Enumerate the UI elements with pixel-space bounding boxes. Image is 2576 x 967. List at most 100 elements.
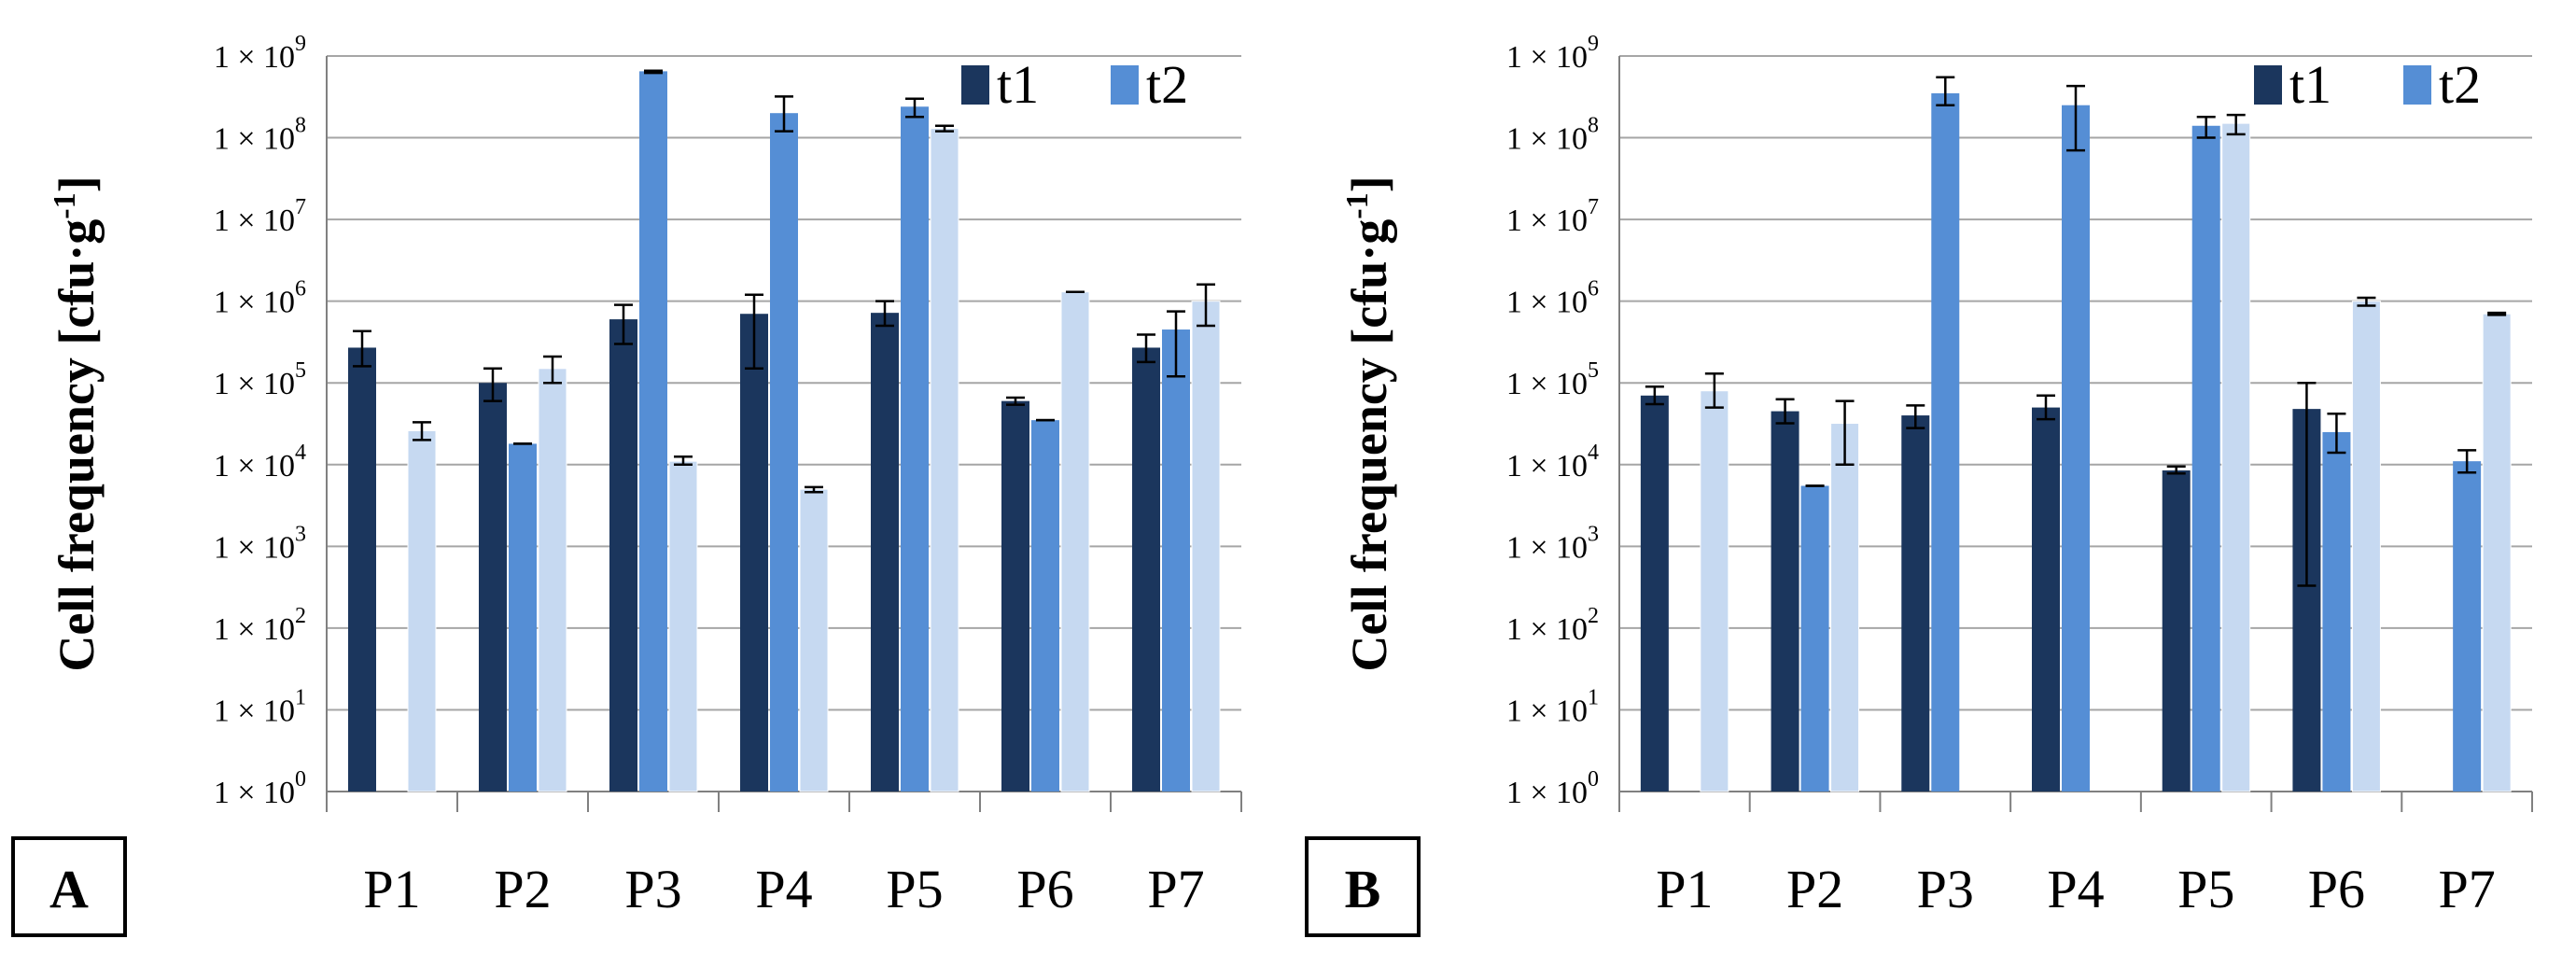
bar-t2-p5 <box>2191 125 2220 792</box>
bar-t3-p6 <box>1060 291 1090 792</box>
y-tick-label: 1 × 106 <box>214 277 306 320</box>
bar-t1-p5 <box>871 313 899 792</box>
y-tick-exponent: 1 <box>1588 685 1599 709</box>
x-category-label: P3 <box>1917 859 1974 919</box>
y-tick-label: 1 × 107 <box>1506 195 1599 238</box>
legend-label-t1: t1 <box>997 54 1039 115</box>
y-axis-label-close: ] <box>49 175 105 192</box>
y-tick-label: 1 × 103 <box>1506 522 1599 565</box>
bar-t2-p3 <box>1931 92 1960 792</box>
y-axis-label-sup: -1 <box>48 192 82 218</box>
x-category-label: P5 <box>886 859 943 919</box>
bar-t2-p6 <box>1031 420 1059 792</box>
y-tick-exponent: 0 <box>295 767 306 792</box>
legend-label-t2: t2 <box>1146 54 1188 115</box>
y-tick-exponent: 3 <box>295 522 306 546</box>
bar-t1-p2 <box>1771 411 1799 792</box>
panel-label-box <box>1305 836 1421 937</box>
y-tick-exponent: 2 <box>1588 604 1599 628</box>
bar-t1-p7 <box>1132 347 1160 792</box>
bar-t3-p4 <box>799 488 829 792</box>
x-category-label: P1 <box>363 859 420 919</box>
y-tick-exponent: 8 <box>295 114 306 138</box>
chart-panel-a: 1 × 100 1 × 101 1 × 102 1 × 103 1 × 104 1 × 1… <box>11 32 1242 937</box>
y-tick-exponent: 4 <box>1588 441 1599 465</box>
x-category-label: P6 <box>1016 859 1073 919</box>
bar-t3-p1 <box>1700 390 1729 792</box>
bar-t2-p2 <box>1800 485 1829 792</box>
y-tick-label: 1 × 103 <box>214 522 306 565</box>
y-tick-exponent: 6 <box>1588 277 1599 301</box>
y-axis-label: Cell frequency [cfu·g-1] <box>1340 175 1397 671</box>
bar-t3-p6 <box>2351 301 2381 792</box>
y-tick-label: 1 × 104 <box>1506 441 1599 484</box>
bar-t2-p4 <box>2062 105 2090 792</box>
legend-label-t1: t1 <box>2289 54 2331 115</box>
y-tick-label: 1 × 100 <box>214 767 306 810</box>
y-tick-exponent: 7 <box>295 195 306 219</box>
y-tick-exponent: 7 <box>1588 195 1599 219</box>
y-tick-label: 1 × 102 <box>214 604 306 647</box>
y-tick-exponent: 1 <box>295 685 306 709</box>
x-category-label: P3 <box>624 859 681 919</box>
bar-t1-p3 <box>1901 415 1930 792</box>
y-tick-label: 1 × 108 <box>1506 114 1599 157</box>
y-tick-label: 1 × 105 <box>214 358 306 401</box>
y-tick-exponent: 2 <box>295 604 306 628</box>
legend-swatch-t1 <box>2254 65 2282 105</box>
x-category-label: P4 <box>755 859 812 919</box>
bar-t3-p5 <box>930 128 959 792</box>
y-tick-exponent: 3 <box>1588 522 1599 546</box>
bar-t2-p3 <box>639 71 667 792</box>
y-tick-exponent: 4 <box>295 441 306 465</box>
y-tick-exponent: 0 <box>1588 767 1599 792</box>
legend: t1 t2 <box>2254 54 2481 115</box>
y-tick-label: 1 × 106 <box>1506 277 1599 320</box>
x-category-label: P6 <box>2308 859 2365 919</box>
y-tick-exponent: 8 <box>1588 114 1599 138</box>
bar-t1-p5 <box>2162 469 2191 792</box>
y-tick-exponent: 5 <box>1588 358 1599 383</box>
y-tick-exponent: 9 <box>295 32 306 56</box>
bar-t2-p5 <box>901 106 929 792</box>
y-tick-exponent: 5 <box>295 358 306 383</box>
y-tick-label: 1 × 109 <box>214 32 306 75</box>
y-axis-label-main: Cell frequency [cfu·g <box>49 219 105 672</box>
bar-t2-p4 <box>770 113 798 792</box>
bar-t1-p3 <box>609 319 637 792</box>
bar-t1-p1 <box>1640 395 1669 792</box>
bar-t2-p7 <box>1162 329 1190 792</box>
bar-t3-p1 <box>407 429 437 792</box>
panel-label: A <box>49 859 89 919</box>
x-category-label: P5 <box>2177 859 2234 919</box>
x-category-label: P2 <box>494 859 551 919</box>
bar-t1-p1 <box>348 347 376 792</box>
bar-t2-p7 <box>2453 461 2482 792</box>
bar-t1-p6 <box>1001 400 1029 792</box>
y-tick-label: 1 × 102 <box>1506 604 1599 647</box>
x-category-label: P2 <box>1786 859 1843 919</box>
y-tick-exponent: 9 <box>1588 32 1599 56</box>
y-axis-label-close: ] <box>1341 175 1397 192</box>
y-tick-label: 1 × 108 <box>214 114 306 157</box>
y-tick-label: 1 × 101 <box>214 685 306 728</box>
y-tick-label: 1 × 104 <box>214 441 306 484</box>
bar-t2-p6 <box>2322 431 2351 792</box>
y-tick-label: 1 × 100 <box>1506 767 1599 810</box>
bar-t3-p2 <box>1830 423 1860 792</box>
bar-t3-p2 <box>538 368 567 792</box>
y-tick-label: 1 × 105 <box>1506 358 1599 401</box>
bar-t3-p7 <box>1191 301 1221 792</box>
bar-t3-p7 <box>2482 313 2512 792</box>
legend-label-t2: t2 <box>2439 54 2481 115</box>
y-axis-label-sup: -1 <box>1340 192 1375 218</box>
bar-t1-p4 <box>740 314 768 792</box>
y-tick-label: 1 × 101 <box>1506 685 1599 728</box>
y-tick-exponent: 6 <box>295 277 306 301</box>
legend: t1 t2 <box>961 54 1188 115</box>
legend-swatch-t2 <box>1111 65 1139 105</box>
legend-swatch-t1 <box>961 65 989 105</box>
x-category-label: P1 <box>1656 859 1713 919</box>
panel-label: B <box>1345 859 1381 919</box>
